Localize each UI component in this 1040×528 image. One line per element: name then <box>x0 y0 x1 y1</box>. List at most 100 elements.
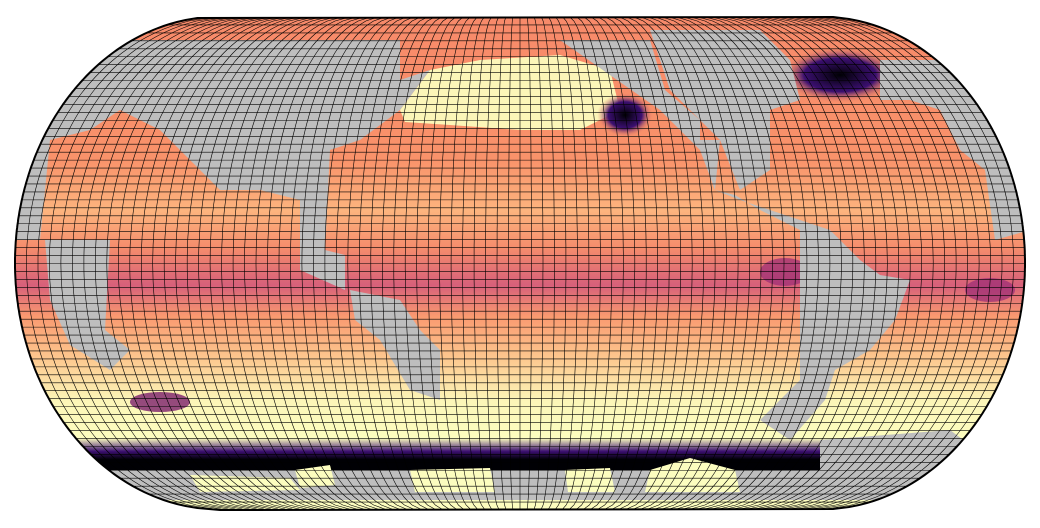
grid-line <box>232 17 343 510</box>
grid-line <box>612 17 670 510</box>
grid-line <box>381 17 435 510</box>
grid-line <box>633 17 704 510</box>
grid-line <box>690 17 796 510</box>
grid-line <box>719 17 842 510</box>
grid-line <box>776 17 934 510</box>
grid-line <box>569 17 601 510</box>
grid-line <box>783 17 946 510</box>
grid-line <box>818 17 1003 510</box>
grid-line <box>198 17 321 510</box>
grid-line <box>754 17 900 510</box>
grid-line <box>324 17 400 510</box>
land <box>15 40 430 290</box>
grid-line <box>358 17 421 510</box>
grid-line <box>462 17 485 510</box>
grid-line <box>526 17 532 510</box>
grid-line <box>26 17 215 510</box>
grid-line <box>278 17 371 510</box>
grid-line <box>626 17 693 510</box>
grid-line <box>60 17 236 510</box>
grid-line <box>186 17 314 510</box>
grid-line <box>439 17 471 510</box>
grid-line <box>761 17 911 510</box>
grid-line <box>804 17 980 510</box>
grid-line <box>533 17 544 510</box>
grid-line <box>712 17 831 510</box>
grid-line <box>221 17 336 510</box>
dark-patch <box>780 47 900 103</box>
grid-line <box>209 17 328 510</box>
grid-line <box>726 17 854 510</box>
grid-line <box>496 17 507 510</box>
shelf <box>190 475 300 492</box>
grid <box>15 17 1025 510</box>
grid-line <box>290 17 378 510</box>
grid-line <box>49 17 229 510</box>
grid-line <box>404 17 450 510</box>
grid-line <box>141 17 286 510</box>
grid-line <box>72 17 243 510</box>
shelf <box>410 468 495 492</box>
grid-line <box>255 17 357 510</box>
grid-line <box>106 17 264 510</box>
shelf <box>645 458 740 492</box>
grid-line <box>704 17 819 510</box>
grid-line <box>393 17 442 510</box>
grid-line <box>548 17 567 510</box>
grid-line <box>163 17 300 510</box>
land <box>45 240 130 370</box>
grid-line <box>37 17 222 510</box>
grid-line <box>175 17 307 510</box>
grid-line <box>576 17 613 510</box>
grid-line <box>676 17 773 510</box>
land <box>650 30 800 190</box>
grid-line <box>473 17 492 510</box>
grid-line <box>747 17 888 510</box>
grid-line <box>541 17 555 510</box>
grid-line <box>655 17 739 510</box>
grid-line <box>336 17 407 510</box>
grid-line <box>152 17 293 510</box>
grid-line <box>647 17 727 510</box>
grid-line <box>370 17 428 510</box>
grid-line <box>83 17 250 510</box>
land <box>560 40 910 440</box>
grid-line <box>733 17 865 510</box>
grid-line <box>313 17 393 510</box>
grid-line <box>662 17 750 510</box>
grid-line <box>347 17 414 510</box>
grid-line <box>740 17 877 510</box>
grid-line <box>95 17 257 510</box>
grid-line <box>485 17 499 510</box>
grid-line <box>619 17 682 510</box>
grid-line <box>797 17 968 510</box>
grid-line <box>811 17 991 510</box>
dark-patch <box>597 93 653 137</box>
grid-line <box>267 17 364 510</box>
grid-line <box>562 17 590 510</box>
grid-line <box>301 17 385 510</box>
grid-line <box>683 17 785 510</box>
grid-line <box>450 17 478 510</box>
grid-line <box>697 17 808 510</box>
map-outline <box>14 15 1026 512</box>
grid-line <box>427 17 464 510</box>
grid-line <box>590 17 636 510</box>
grid-line <box>768 17 923 510</box>
grid-line <box>605 17 659 510</box>
grid-line <box>416 17 457 510</box>
grid-line <box>598 17 647 510</box>
grid-line <box>640 17 716 510</box>
grid-line <box>669 17 762 510</box>
grid-line <box>129 17 279 510</box>
grid-line <box>555 17 578 510</box>
grid-line <box>244 17 350 510</box>
grid-line <box>825 17 1014 510</box>
grid-line <box>790 17 957 510</box>
grid-line <box>118 17 272 510</box>
grid-line <box>508 17 514 510</box>
dark-patch <box>130 392 190 412</box>
